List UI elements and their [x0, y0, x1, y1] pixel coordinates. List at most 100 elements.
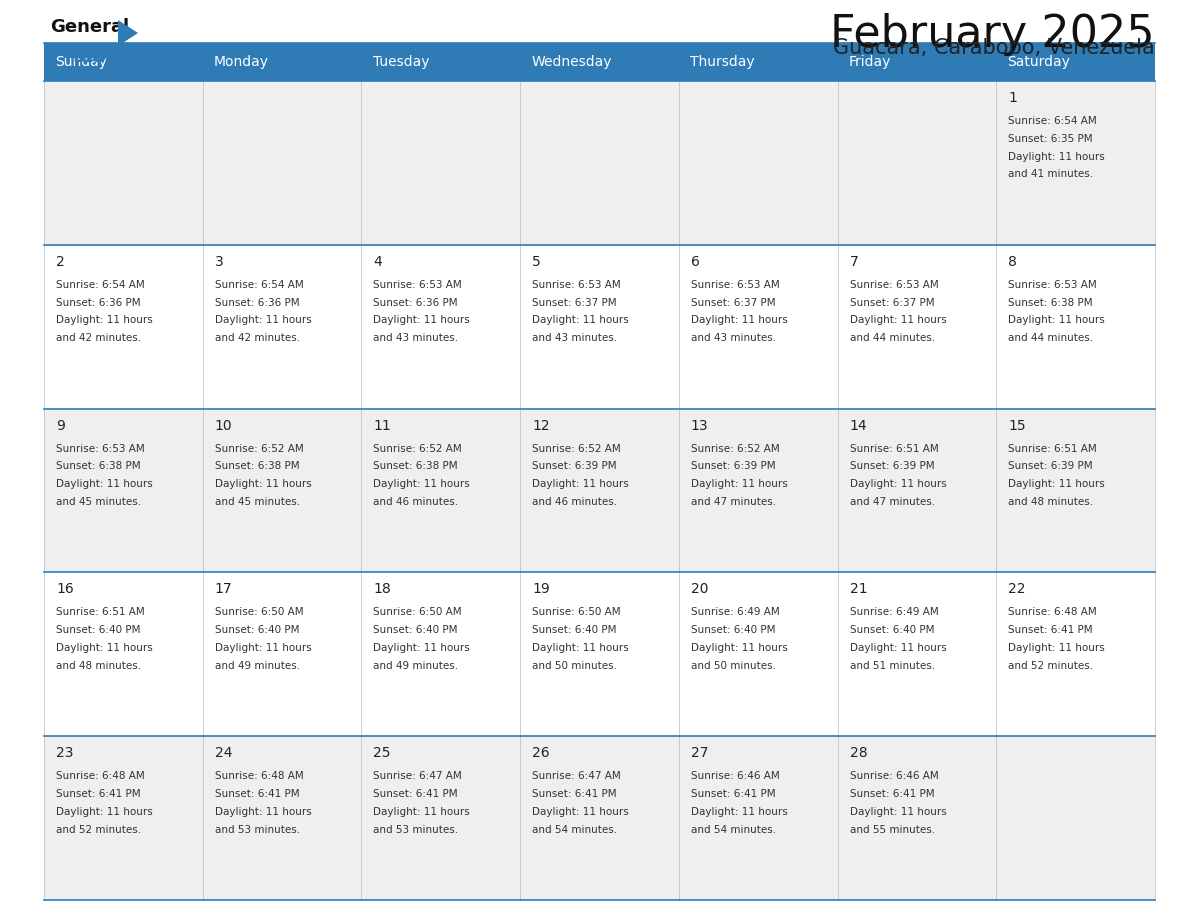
Text: Guacara, Carabobo, Venezuela: Guacara, Carabobo, Venezuela: [833, 38, 1155, 58]
Bar: [520, 43, 678, 81]
Bar: [520, 573, 678, 736]
Text: and 52 minutes.: and 52 minutes.: [56, 824, 141, 834]
Text: Sunrise: 6:53 AM: Sunrise: 6:53 AM: [849, 280, 939, 290]
Text: Sunset: 6:41 PM: Sunset: 6:41 PM: [849, 789, 934, 799]
Bar: [997, 81, 1155, 245]
Text: 1: 1: [1009, 91, 1017, 105]
Text: Sunset: 6:39 PM: Sunset: 6:39 PM: [532, 462, 617, 472]
Text: Sunrise: 6:50 AM: Sunrise: 6:50 AM: [215, 608, 303, 618]
Text: Sunrise: 6:54 AM: Sunrise: 6:54 AM: [56, 280, 145, 290]
Bar: [203, 409, 361, 573]
Text: Daylight: 11 hours: Daylight: 11 hours: [56, 643, 153, 653]
Text: 6: 6: [691, 255, 700, 269]
Text: Daylight: 11 hours: Daylight: 11 hours: [56, 316, 153, 325]
Text: Daylight: 11 hours: Daylight: 11 hours: [373, 316, 470, 325]
Bar: [44, 573, 203, 736]
Text: and 47 minutes.: and 47 minutes.: [691, 497, 776, 507]
Text: Sunrise: 6:50 AM: Sunrise: 6:50 AM: [532, 608, 621, 618]
Text: Sunset: 6:41 PM: Sunset: 6:41 PM: [691, 789, 776, 799]
Bar: [203, 573, 361, 736]
Text: and 42 minutes.: and 42 minutes.: [215, 333, 299, 343]
Text: Daylight: 11 hours: Daylight: 11 hours: [373, 643, 470, 653]
Bar: [203, 245, 361, 409]
Text: Sunrise: 6:51 AM: Sunrise: 6:51 AM: [849, 443, 939, 453]
Text: and 44 minutes.: and 44 minutes.: [1009, 333, 1093, 343]
Text: Sunrise: 6:52 AM: Sunrise: 6:52 AM: [691, 443, 779, 453]
Text: Daylight: 11 hours: Daylight: 11 hours: [373, 807, 470, 817]
Text: 28: 28: [849, 746, 867, 760]
Bar: [520, 409, 678, 573]
Text: Sunset: 6:37 PM: Sunset: 6:37 PM: [532, 297, 617, 308]
Bar: [361, 81, 520, 245]
Text: Daylight: 11 hours: Daylight: 11 hours: [373, 479, 470, 489]
Text: Daylight: 11 hours: Daylight: 11 hours: [215, 807, 311, 817]
Bar: [997, 43, 1155, 81]
Text: Sunrise: 6:49 AM: Sunrise: 6:49 AM: [691, 608, 779, 618]
Text: Sunrise: 6:48 AM: Sunrise: 6:48 AM: [215, 771, 303, 781]
Text: Sunset: 6:39 PM: Sunset: 6:39 PM: [849, 462, 934, 472]
Text: Tuesday: Tuesday: [373, 55, 429, 69]
Text: 18: 18: [373, 582, 391, 597]
Bar: [838, 573, 997, 736]
Text: 21: 21: [849, 582, 867, 597]
Text: 11: 11: [373, 419, 391, 432]
Text: Daylight: 11 hours: Daylight: 11 hours: [56, 479, 153, 489]
Text: 17: 17: [215, 582, 233, 597]
Text: Sunset: 6:41 PM: Sunset: 6:41 PM: [215, 789, 299, 799]
Text: 8: 8: [1009, 255, 1017, 269]
Text: Daylight: 11 hours: Daylight: 11 hours: [691, 316, 788, 325]
Text: and 47 minutes.: and 47 minutes.: [849, 497, 935, 507]
Text: and 54 minutes.: and 54 minutes.: [691, 824, 776, 834]
Bar: [838, 81, 997, 245]
Text: Sunset: 6:36 PM: Sunset: 6:36 PM: [215, 297, 299, 308]
Bar: [678, 409, 838, 573]
Text: Sunset: 6:39 PM: Sunset: 6:39 PM: [1009, 462, 1093, 472]
Text: and 46 minutes.: and 46 minutes.: [373, 497, 459, 507]
Text: Sunrise: 6:54 AM: Sunrise: 6:54 AM: [215, 280, 303, 290]
Text: Sunset: 6:38 PM: Sunset: 6:38 PM: [1009, 297, 1093, 308]
Text: Sunset: 6:36 PM: Sunset: 6:36 PM: [56, 297, 140, 308]
Text: 16: 16: [56, 582, 74, 597]
Text: and 42 minutes.: and 42 minutes.: [56, 333, 141, 343]
Text: and 55 minutes.: and 55 minutes.: [849, 824, 935, 834]
Text: Saturday: Saturday: [1007, 55, 1070, 69]
Text: 7: 7: [849, 255, 858, 269]
Text: 27: 27: [691, 746, 708, 760]
Text: Sunrise: 6:54 AM: Sunrise: 6:54 AM: [1009, 116, 1097, 126]
Text: and 43 minutes.: and 43 minutes.: [532, 333, 618, 343]
Bar: [520, 245, 678, 409]
Text: Daylight: 11 hours: Daylight: 11 hours: [691, 807, 788, 817]
Polygon shape: [118, 20, 138, 46]
Text: 19: 19: [532, 582, 550, 597]
Bar: [997, 409, 1155, 573]
Text: Daylight: 11 hours: Daylight: 11 hours: [215, 643, 311, 653]
Text: 14: 14: [849, 419, 867, 432]
Text: and 46 minutes.: and 46 minutes.: [532, 497, 618, 507]
Bar: [997, 573, 1155, 736]
Text: Sunset: 6:40 PM: Sunset: 6:40 PM: [849, 625, 934, 635]
Text: 25: 25: [373, 746, 391, 760]
Bar: [203, 43, 361, 81]
Text: Daylight: 11 hours: Daylight: 11 hours: [1009, 643, 1105, 653]
Bar: [678, 573, 838, 736]
Text: Thursday: Thursday: [690, 55, 754, 69]
Text: Sunrise: 6:48 AM: Sunrise: 6:48 AM: [1009, 608, 1097, 618]
Bar: [44, 81, 203, 245]
Text: Sunrise: 6:49 AM: Sunrise: 6:49 AM: [849, 608, 939, 618]
Text: Sunset: 6:37 PM: Sunset: 6:37 PM: [849, 297, 934, 308]
Text: Daylight: 11 hours: Daylight: 11 hours: [691, 643, 788, 653]
Text: Daylight: 11 hours: Daylight: 11 hours: [1009, 479, 1105, 489]
Text: Sunset: 6:40 PM: Sunset: 6:40 PM: [215, 625, 299, 635]
Text: Daylight: 11 hours: Daylight: 11 hours: [215, 316, 311, 325]
Text: Sunset: 6:40 PM: Sunset: 6:40 PM: [532, 625, 617, 635]
Text: and 45 minutes.: and 45 minutes.: [215, 497, 299, 507]
Text: Sunset: 6:41 PM: Sunset: 6:41 PM: [1009, 625, 1093, 635]
Text: and 52 minutes.: and 52 minutes.: [1009, 661, 1093, 671]
Text: Daylight: 11 hours: Daylight: 11 hours: [532, 807, 628, 817]
Text: 26: 26: [532, 746, 550, 760]
Text: and 51 minutes.: and 51 minutes.: [849, 661, 935, 671]
Text: Sunrise: 6:52 AM: Sunrise: 6:52 AM: [215, 443, 303, 453]
Bar: [203, 736, 361, 900]
Bar: [520, 81, 678, 245]
Text: Sunset: 6:40 PM: Sunset: 6:40 PM: [56, 625, 140, 635]
